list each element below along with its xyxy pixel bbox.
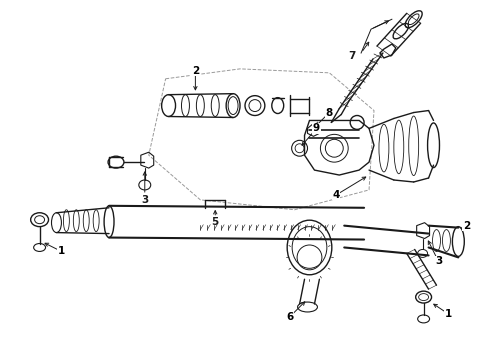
Text: 3: 3 bbox=[141, 195, 148, 205]
Text: 1: 1 bbox=[445, 309, 452, 319]
Text: 4: 4 bbox=[333, 190, 340, 200]
Text: 7: 7 bbox=[348, 51, 356, 61]
Text: 1: 1 bbox=[58, 247, 65, 256]
Text: 5: 5 bbox=[212, 217, 219, 227]
Text: 3: 3 bbox=[435, 256, 442, 266]
Text: 9: 9 bbox=[313, 123, 320, 134]
Text: 2: 2 bbox=[463, 221, 470, 231]
Text: 2: 2 bbox=[192, 66, 199, 76]
Text: 8: 8 bbox=[326, 108, 333, 117]
Text: 6: 6 bbox=[286, 312, 294, 322]
